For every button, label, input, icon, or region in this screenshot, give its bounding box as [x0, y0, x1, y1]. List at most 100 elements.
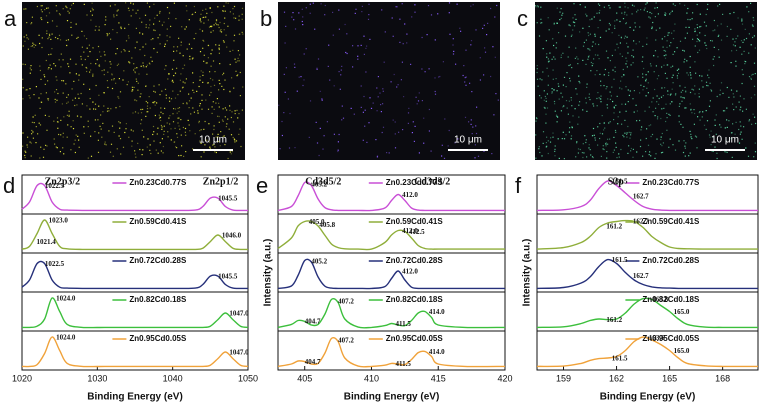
- speckle: [558, 157, 560, 159]
- speckle: [596, 97, 598, 100]
- speckle: [569, 64, 571, 66]
- speckle: [53, 63, 55, 65]
- speckle: [599, 137, 601, 140]
- speckle: [287, 98, 289, 100]
- speckle: [684, 58, 686, 60]
- legend-label: Zn0.82Cd0.18S: [129, 295, 187, 304]
- speckle: [689, 130, 691, 132]
- speckle: [718, 49, 720, 51]
- speckle: [733, 11, 735, 14]
- speckle: [238, 60, 240, 62]
- speckle: [710, 89, 712, 91]
- speckle: [186, 103, 188, 105]
- peak-title: Zn2p3/2: [45, 176, 81, 187]
- speckle: [107, 71, 109, 73]
- speckle: [654, 16, 656, 18]
- speckle: [714, 29, 716, 31]
- speckle: [146, 64, 148, 66]
- speckle: [708, 134, 711, 136]
- speckle: [690, 109, 692, 111]
- speckle: [185, 78, 187, 80]
- speckle: [656, 7, 658, 9]
- speckle: [589, 149, 591, 151]
- speckle: [674, 149, 677, 151]
- speckle: [213, 84, 216, 86]
- speckle: [198, 85, 200, 88]
- speckle: [125, 128, 127, 130]
- speckle: [67, 124, 69, 126]
- speckle: [540, 6, 542, 8]
- speckle: [587, 56, 590, 58]
- speckle: [89, 97, 91, 100]
- speckle: [741, 20, 743, 22]
- speckle: [696, 34, 698, 36]
- speckle: [118, 22, 120, 24]
- speckle: [86, 105, 88, 107]
- speckle: [585, 102, 587, 104]
- speckle: [663, 64, 665, 66]
- speckle: [23, 36, 25, 38]
- speckle: [86, 14, 88, 16]
- speckle: [45, 92, 47, 94]
- speckle: [176, 136, 179, 138]
- speckle: [621, 55, 623, 57]
- speckle: [667, 93, 669, 96]
- speckle: [552, 69, 554, 71]
- speckle: [39, 107, 41, 109]
- speckle: [647, 71, 649, 73]
- speckle: [104, 143, 106, 145]
- speckle: [650, 155, 652, 157]
- speckle: [697, 38, 700, 41]
- speckle: [624, 2, 626, 4]
- speckle: [701, 75, 703, 77]
- speckle: [43, 74, 45, 76]
- speckle: [175, 18, 177, 20]
- speckle: [170, 25, 172, 27]
- speckle: [222, 120, 224, 122]
- speckle: [224, 10, 226, 12]
- speckle: [35, 44, 37, 46]
- speckle: [633, 29, 635, 31]
- speckle: [146, 111, 148, 113]
- speckle: [645, 151, 647, 153]
- speckle: [629, 26, 631, 28]
- speckle: [679, 103, 681, 105]
- speckle: [741, 23, 744, 25]
- speckle: [615, 131, 617, 133]
- speckle: [181, 145, 183, 147]
- speckle: [119, 127, 121, 129]
- speckle: [745, 37, 748, 40]
- speckle: [39, 65, 41, 67]
- speckle: [645, 3, 647, 5]
- speckle: [705, 128, 707, 130]
- speckle: [619, 42, 621, 44]
- speckle: [658, 75, 660, 77]
- speckle: [631, 4, 634, 6]
- speckle: [601, 115, 603, 117]
- speckle: [209, 7, 211, 9]
- speckle: [570, 99, 572, 101]
- speckle: [156, 102, 158, 104]
- peak-label: 1046.0: [222, 232, 242, 240]
- speckle: [679, 85, 681, 87]
- speckle: [568, 24, 570, 26]
- speckle: [737, 17, 739, 19]
- speckle: [454, 142, 456, 144]
- speckle: [464, 81, 466, 83]
- speckle: [78, 74, 80, 76]
- speckle: [665, 120, 667, 123]
- speckle: [706, 84, 708, 87]
- speckle: [72, 128, 75, 130]
- map-background: [22, 2, 245, 160]
- speckle: [669, 45, 671, 47]
- speckle: [232, 49, 234, 51]
- speckle: [657, 116, 659, 118]
- speckle: [171, 79, 174, 81]
- speckle: [382, 88, 384, 90]
- speckle: [141, 129, 143, 131]
- speckle: [546, 53, 548, 55]
- speckle: [200, 156, 202, 158]
- speckle: [38, 122, 40, 124]
- speckle: [203, 16, 205, 18]
- speckle: [113, 16, 115, 18]
